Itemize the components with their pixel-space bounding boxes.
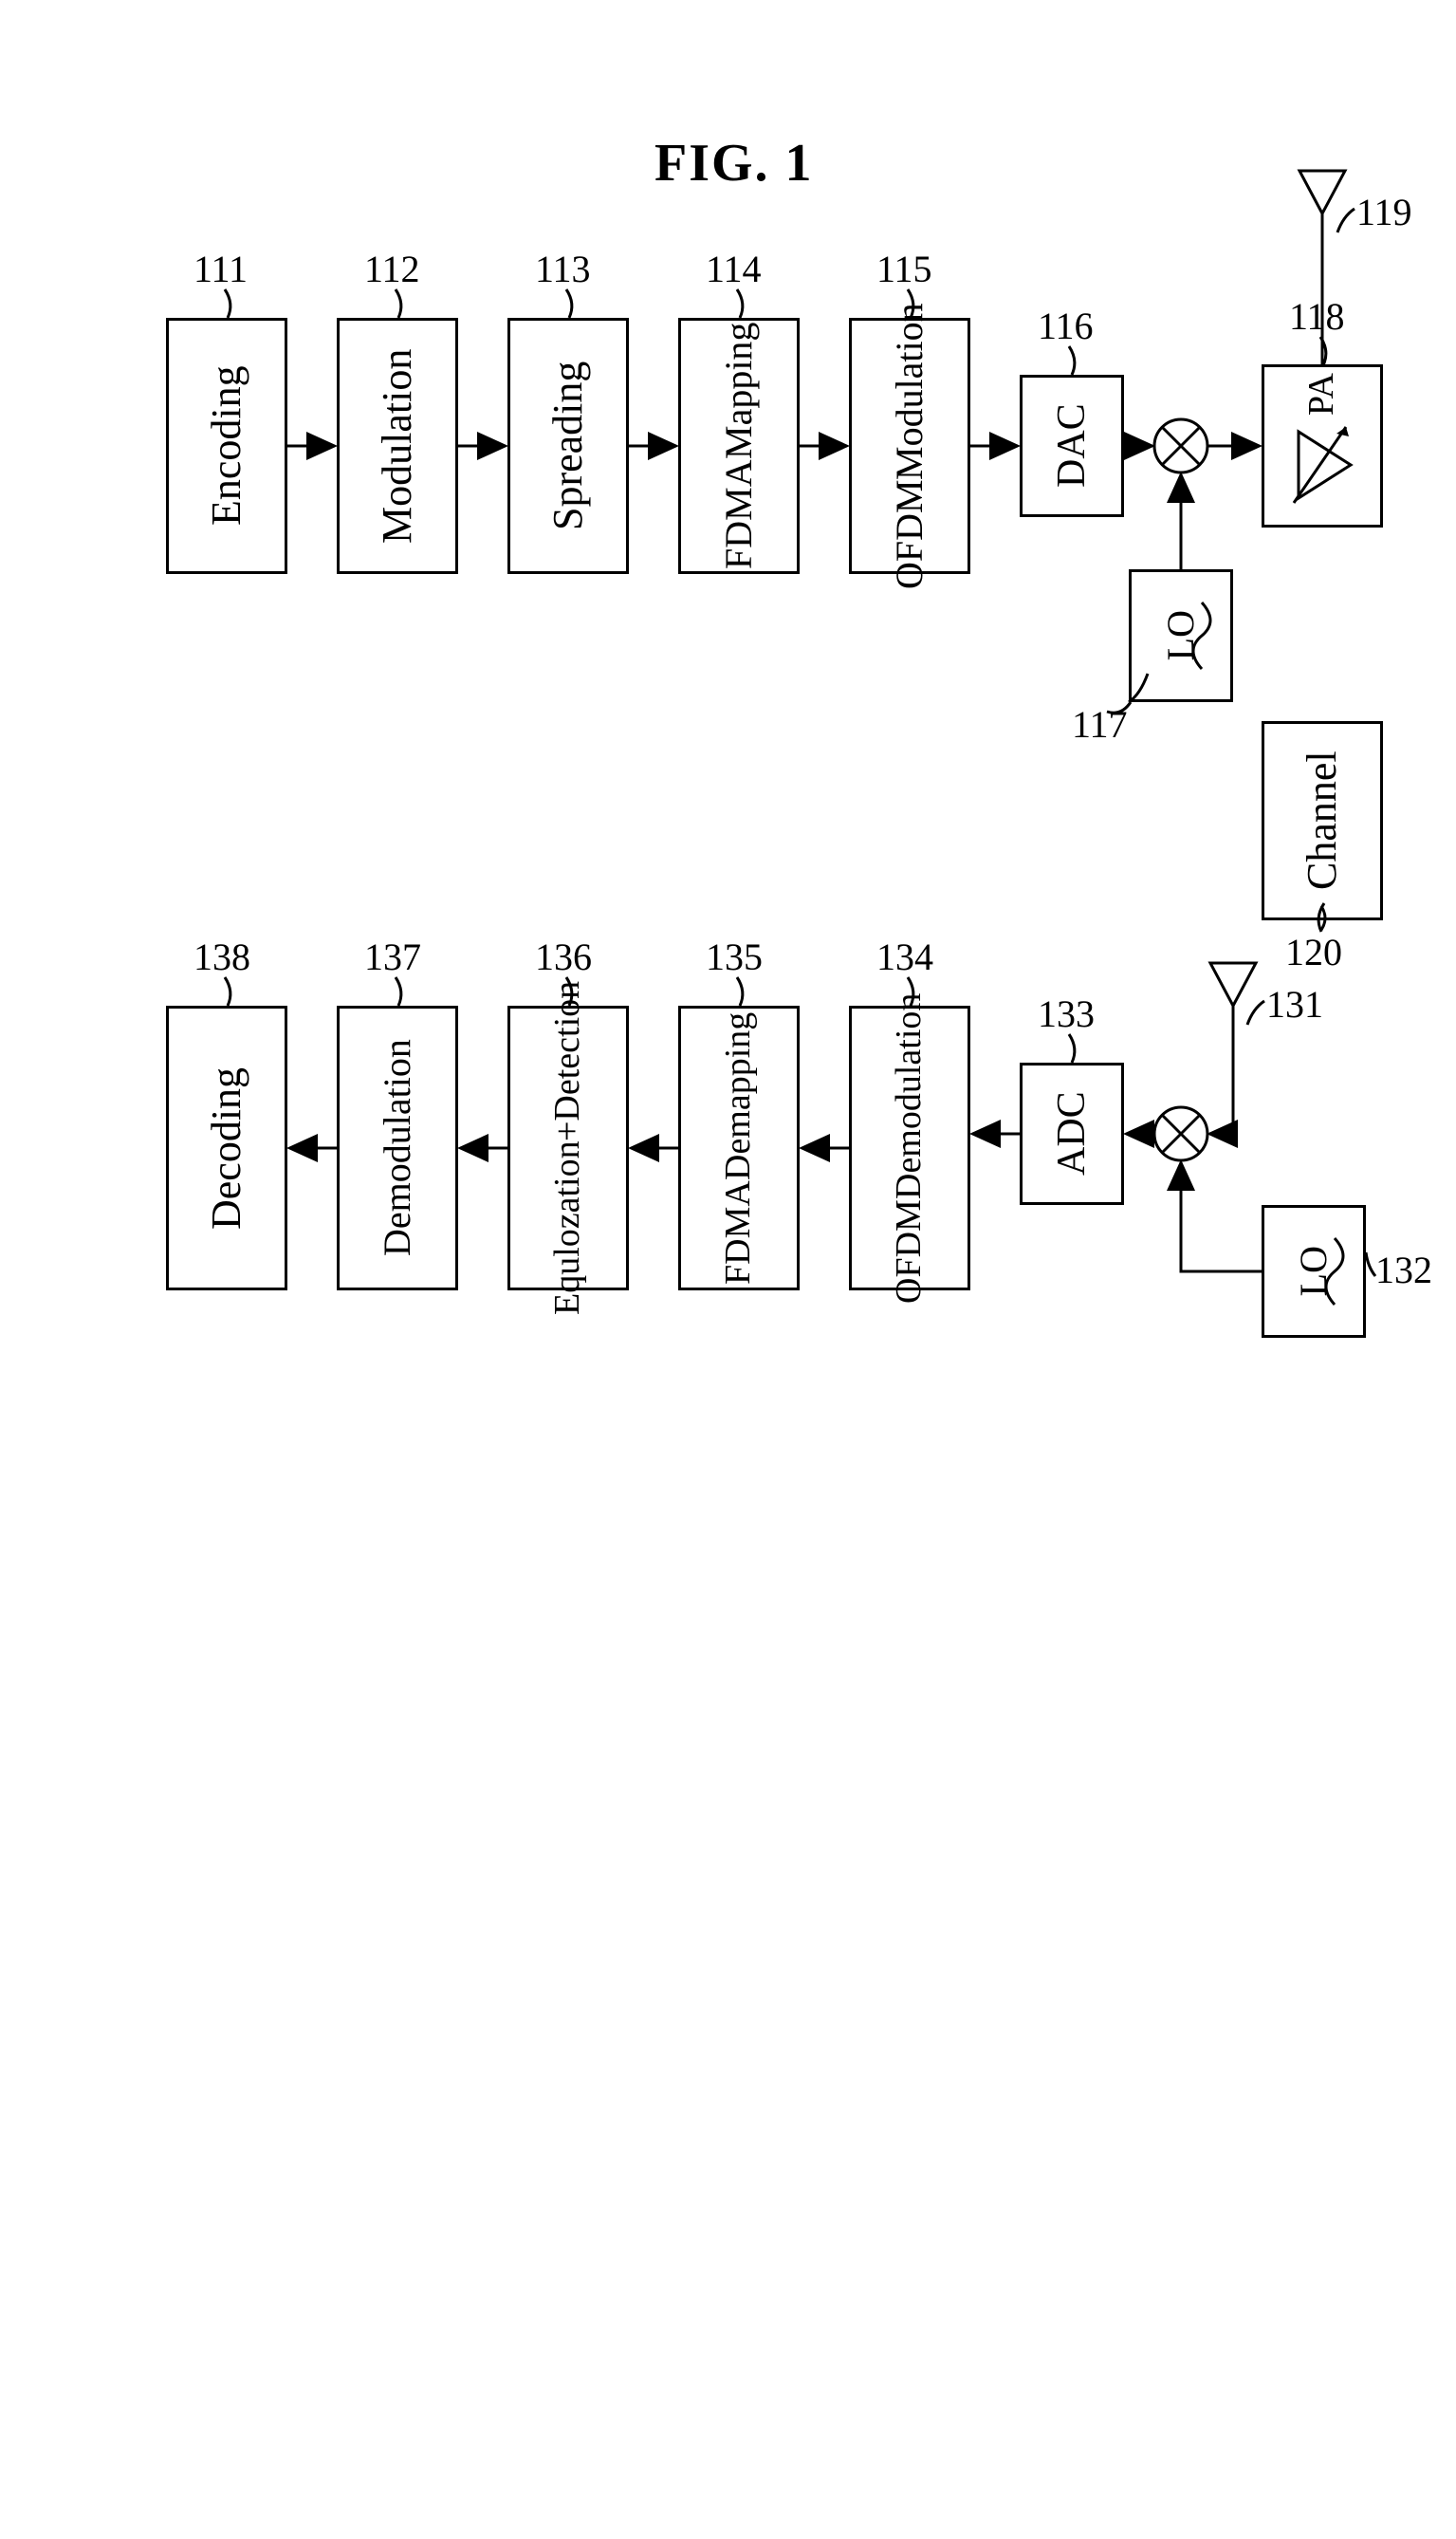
figure-canvas: FIG. 1 Encoding 111 Modulation 112 Sprea… (0, 0, 1456, 2539)
arrows (0, 0, 1456, 2539)
